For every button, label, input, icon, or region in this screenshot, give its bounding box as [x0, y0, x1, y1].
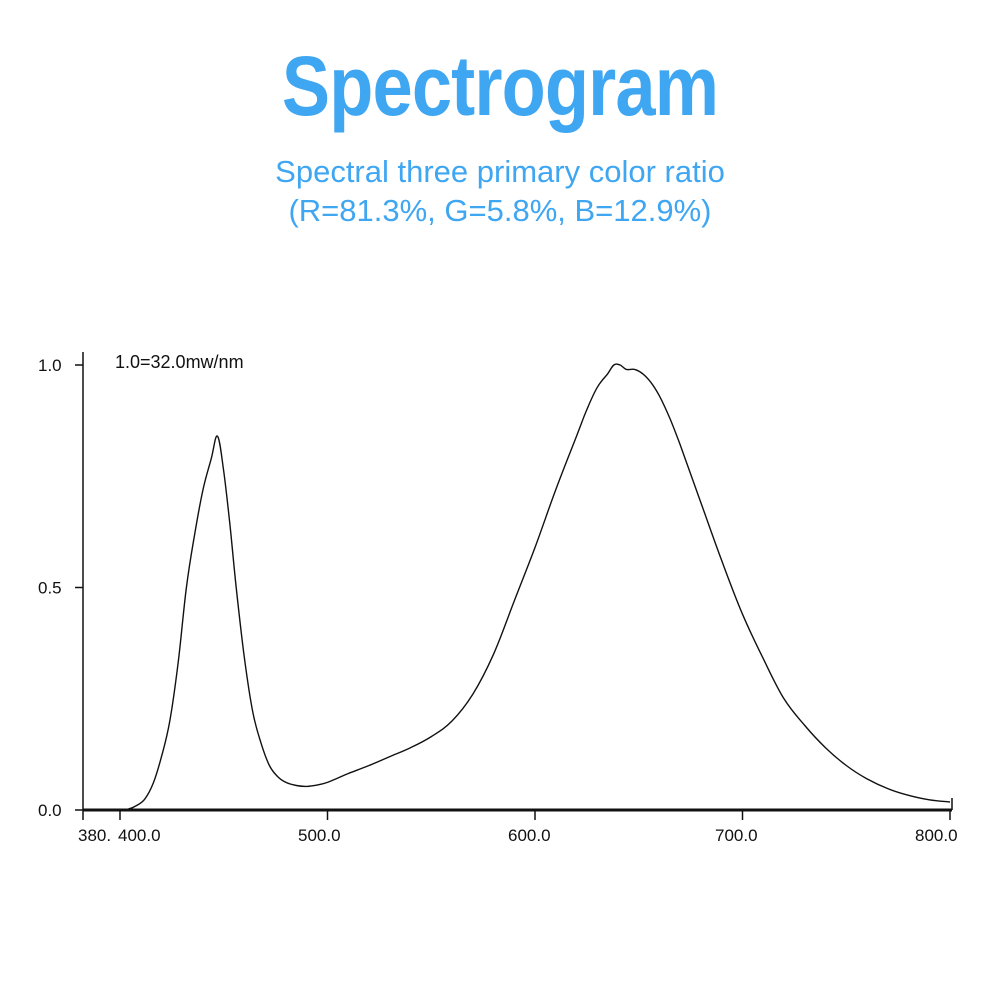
- chart-annotation: 1.0=32.0mw/nm: [115, 352, 244, 372]
- y-tick-label: 0.5: [38, 579, 62, 598]
- x-tick-label: 380.: [78, 826, 111, 845]
- y-tick-label: 0.0: [38, 801, 62, 820]
- x-tick-label: 600.0: [508, 826, 551, 845]
- x-tick-label: 700.0: [715, 826, 758, 845]
- chart-labels-layer: 0.0 0.5 1.0 380. 400.0 500.0 600.0 700.0 800.0 1.…: [38, 352, 958, 845]
- x-tick-label: 400.0: [118, 826, 161, 845]
- x-tick-label: 500.0: [298, 826, 341, 845]
- chart-axes: [75, 352, 953, 820]
- chart-series-layer: [119, 363, 951, 811]
- chart-subtitle-line1: Spectral three primary color ratio: [275, 154, 725, 189]
- x-tick-label: 800.0: [915, 826, 958, 845]
- chart-title: Spectrogram: [281, 39, 719, 133]
- series-line-0: [119, 363, 951, 811]
- chart-subtitle-line2: (R=81.3%, G=5.8%, B=12.9%): [288, 193, 712, 228]
- y-tick-label: 1.0: [38, 356, 62, 375]
